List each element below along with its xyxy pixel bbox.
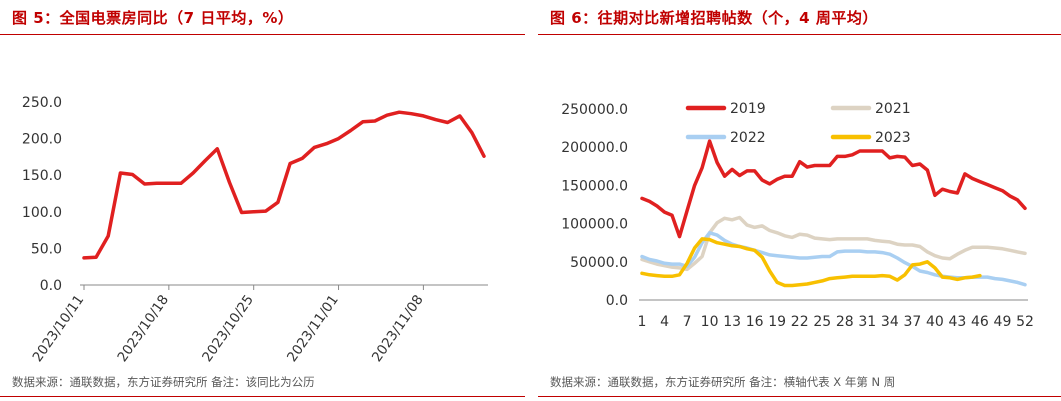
x-tick-label: 13	[723, 314, 741, 330]
x-tick-label: 7	[683, 314, 692, 330]
bottom-divider	[0, 396, 525, 397]
right-chart-panel: 图 6：往期对比新增招聘帖数（个，4 周平均） 0.0 50000.0 100000…	[538, 0, 1061, 401]
y-tick-label: 50000.0	[570, 255, 628, 271]
legend-label: 2021	[875, 101, 911, 117]
legend-label: 2019	[730, 101, 766, 117]
series-line-2019	[640, 139, 1027, 239]
legend-item-2019: 2019	[685, 101, 766, 117]
chart-title: 图 6：往期对比新增招聘帖数（个，4 周平均）	[550, 9, 878, 27]
series-line-2021	[640, 215, 1027, 272]
y-tick-label: 0.0	[606, 293, 628, 309]
chart-source-note: 数据来源：通联数据，东方证券研究所 备注：该同比为公历	[12, 375, 315, 389]
chart-source-note: 数据来源：通联数据，东方证券研究所 备注：横轴代表 X 年第 N 周	[550, 375, 896, 389]
x-tick-label: 37	[903, 314, 921, 330]
legend-label: 2023	[875, 130, 911, 146]
x-tick-label: 10	[701, 314, 719, 330]
y-tick-label: 50.0	[31, 241, 62, 257]
legend-item-2021: 2021	[830, 101, 911, 117]
x-tick-label: 28	[836, 314, 854, 330]
x-tick-label: 46	[971, 314, 989, 330]
x-tick-label: 34	[881, 314, 899, 330]
y-tick-label: 150.0	[22, 168, 62, 184]
job-postings-chart: 0.0 50000.0 100000.0 150000.0 200000.0 250000…	[561, 101, 1034, 330]
x-tick-label: 4	[660, 314, 669, 330]
title-divider	[538, 34, 1061, 35]
x-tick-label: 2023/10/25	[199, 292, 257, 365]
x-tick-label: 22	[791, 314, 809, 330]
y-tick-label: 200000.0	[561, 140, 628, 156]
x-tick-label: 2023/10/11	[30, 292, 88, 365]
x-tick-label: 40	[926, 314, 944, 330]
left-chart-panel: 图 5：全国电票房同比（7 日平均，%） 0.0 50.0 100.0 150.0 20…	[0, 0, 525, 401]
x-tick-label: 1	[638, 314, 647, 330]
x-tick-label: 49	[994, 314, 1012, 330]
y-tick-label: 100.0	[22, 205, 62, 221]
x-tick-label: 2023/11/01	[284, 292, 342, 365]
y-tick-label: 250.0	[22, 95, 62, 111]
y-tick-label: 150000.0	[561, 178, 628, 194]
x-tick-label: 31	[858, 314, 876, 330]
title-divider	[0, 34, 525, 35]
legend-label: 2022	[730, 130, 766, 146]
x-tick-label: 2023/10/18	[114, 292, 172, 365]
y-tick-label: 100000.0	[561, 217, 628, 233]
x-tick-label: 25	[813, 314, 831, 330]
x-tick-label: 16	[746, 314, 764, 330]
x-tick-label: 43	[948, 314, 966, 330]
x-tick-label: 2023/11/08	[369, 292, 427, 365]
bottom-divider	[538, 396, 1061, 397]
legend-item-2023: 2023	[830, 130, 911, 146]
series-line-2023	[640, 237, 982, 288]
box-office-chart: 0.0 50.0 100.0 150.0 200.0 250.0 2023/10/11 202…	[22, 95, 488, 365]
x-tick-label: 52	[1016, 314, 1034, 330]
chart-title: 图 5：全国电票房同比（7 日平均，%）	[12, 9, 294, 27]
x-tick-label: 19	[768, 314, 786, 330]
y-tick-label: 0.0	[40, 278, 62, 294]
y-tick-label: 200.0	[22, 132, 62, 148]
series-line	[82, 110, 486, 260]
legend-item-2022: 2022	[685, 130, 766, 146]
y-tick-label: 250000.0	[561, 102, 628, 118]
